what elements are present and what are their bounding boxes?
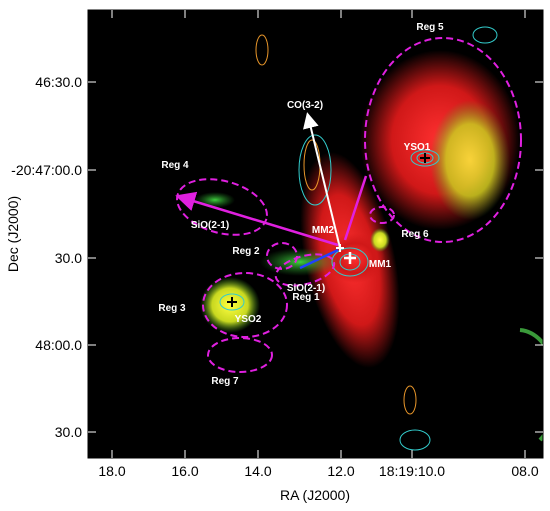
annotation: MM2 <box>312 225 335 236</box>
x-axis-label: RA (J2000) <box>280 487 350 503</box>
annotation: SiO(2-1) <box>191 220 229 231</box>
contour <box>331 247 369 277</box>
annotation: Reg 7 <box>211 376 239 387</box>
green-emission <box>195 192 235 208</box>
annotation: MM1 <box>369 259 392 270</box>
x-tick-label: 08.0 <box>511 463 538 479</box>
source-marker <box>344 252 356 264</box>
x-tick-label: 12.0 <box>327 463 354 479</box>
source-marker <box>227 297 237 307</box>
yellow-emission <box>370 228 390 252</box>
y-tick-label: 46:30.0 <box>35 74 82 90</box>
y-axis-label: Dec (J2000) <box>5 196 21 272</box>
contour <box>472 26 498 44</box>
green-emission <box>260 248 340 276</box>
contour <box>298 134 332 206</box>
image <box>175 26 543 451</box>
outflow-arrow <box>175 191 339 247</box>
annotation: YSO1 <box>404 142 431 153</box>
x-tick-label: 14.0 <box>244 463 271 479</box>
contour <box>399 429 431 451</box>
annotation: Reg 4 <box>161 160 189 171</box>
x-tick-label: 16.0 <box>171 463 198 479</box>
source-marker <box>336 244 344 252</box>
source-marker <box>420 153 430 163</box>
annotation: YSO2 <box>235 314 262 325</box>
x-tick-label: 18.0 <box>98 463 125 479</box>
outflow-arrow <box>343 175 368 241</box>
x-tick-label: 18:19:10.0 <box>379 463 445 479</box>
y-tick-label: 30.0 <box>55 424 82 440</box>
annotation: Reg 2 <box>232 246 260 257</box>
frame <box>87 9 544 459</box>
region-outline <box>369 206 395 224</box>
annotation: Reg 1 <box>292 292 320 303</box>
annotation: Reg 6 <box>401 229 429 240</box>
yellow-emission <box>430 100 510 220</box>
y-tick-label: -20:47:00.0 <box>11 162 82 178</box>
outflow-arrow <box>299 248 339 270</box>
outflow-arrow <box>303 112 341 249</box>
annotation: CO(3-2) <box>287 100 323 111</box>
ticks: 18.0 16.0 14.0 12.0 18:19:10.0 08.0 46:30.0 -20… <box>11 10 543 479</box>
region-outline <box>266 242 298 270</box>
contour <box>410 149 440 167</box>
contour <box>255 34 269 66</box>
contour <box>219 293 245 311</box>
green-arc <box>519 328 543 442</box>
annotation: SiO(2-1) <box>287 283 325 294</box>
region-outline <box>202 272 288 338</box>
annotation: Reg 3 <box>158 303 186 314</box>
yellow-emission <box>200 277 260 333</box>
contour <box>403 385 417 415</box>
y-tick-label: 48:00.0 <box>35 337 82 353</box>
annotation: Reg 5 <box>416 22 444 33</box>
y-tick-label: 30.0 <box>55 250 82 266</box>
region-outline <box>364 37 522 243</box>
region-outline <box>274 253 336 287</box>
annotations: Reg 5 CO(3-2) YSO1 Reg 4 SiO(2-1) MM2 Reg 6 Reg… <box>158 22 444 387</box>
region-outline <box>207 337 273 373</box>
